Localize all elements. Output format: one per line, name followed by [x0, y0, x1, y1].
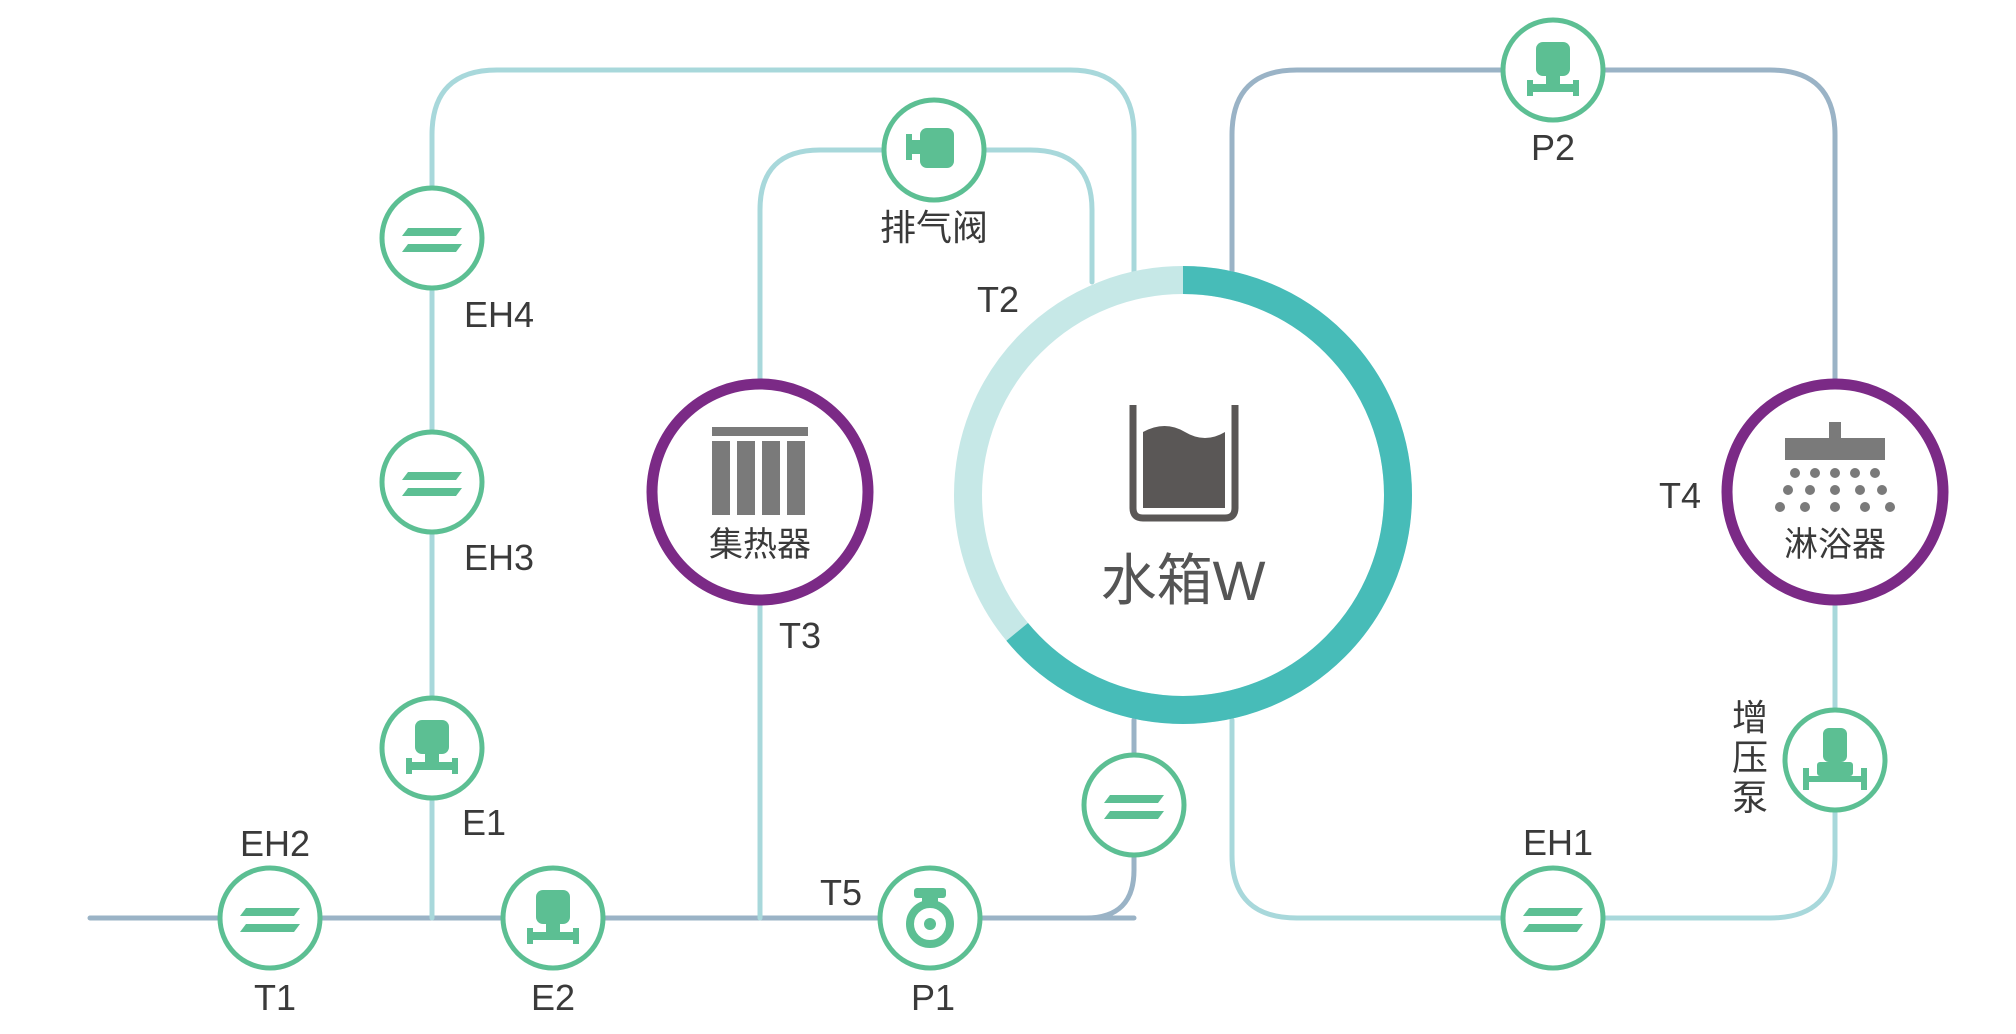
label-eh4: EH4 [464, 294, 534, 335]
sensor-t1: T1 [254, 977, 296, 1018]
sensor-t2: T2 [977, 279, 1019, 320]
heater-return-line[interactable] [1081, 752, 1187, 858]
tank-label: 水箱W [1101, 549, 1266, 612]
pipe-tank-return [927, 717, 1137, 921]
collector-label: 集热器 [709, 526, 811, 564]
vent-valve[interactable] [881, 97, 987, 203]
label-booster: 增压泵 [1732, 697, 1768, 818]
pump-p1[interactable] [877, 865, 983, 971]
heater-eh2[interactable] [217, 865, 323, 971]
label-eh1: EH1 [1523, 822, 1593, 863]
heater-eh3[interactable] [379, 429, 485, 535]
sensor-labels: T1 T2 T3 T4 T5 [254, 279, 1701, 1018]
shower-label: 淋浴器 [1784, 526, 1886, 564]
label-p1: P1 [911, 977, 955, 1018]
valve-e2[interactable] [500, 865, 606, 971]
shower[interactable]: 淋浴器 [1721, 378, 1949, 606]
solar-collector-icon [712, 427, 808, 515]
label-eh2: EH2 [240, 823, 310, 864]
label-p2: P2 [1531, 127, 1575, 168]
label-eh3: EH3 [464, 537, 534, 578]
node-labels: EH4 EH3 E1 EH2 E2 P1 排气阀 P2 EH1 增压泵 [240, 127, 1768, 1018]
label-e1: E1 [462, 802, 506, 843]
valve-e1[interactable] [379, 695, 485, 801]
sensor-t4: T4 [1659, 475, 1701, 516]
sensor-t5: T5 [820, 872, 862, 913]
heater-eh4[interactable] [379, 185, 485, 291]
valve-p2[interactable] [1500, 17, 1606, 123]
water-level-icon [1129, 405, 1239, 522]
solar-collector[interactable]: 集热器 [646, 378, 874, 606]
tank-level-ring [954, 266, 1412, 724]
heater-eh1[interactable] [1500, 865, 1606, 971]
booster-pump[interactable] [1782, 707, 1888, 813]
label-e2: E2 [531, 977, 575, 1018]
shower-icon [1775, 422, 1895, 512]
pipe-left-riser [429, 67, 1137, 921]
label-vent: 排气阀 [880, 207, 988, 248]
sensor-t3: T3 [779, 615, 821, 656]
water-tank[interactable]: 水箱W [954, 266, 1412, 724]
